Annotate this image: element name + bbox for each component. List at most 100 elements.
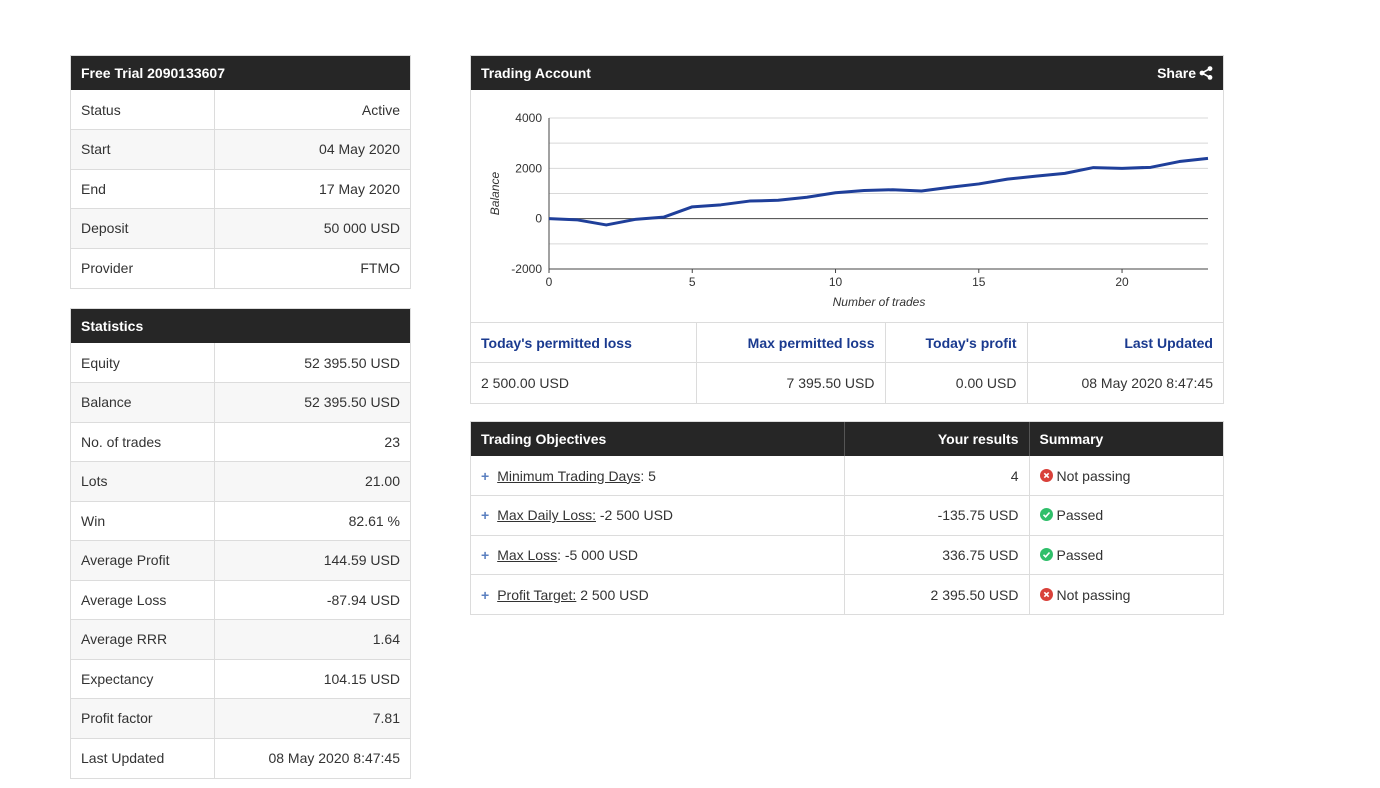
summary-text: Not passing	[1056, 586, 1131, 603]
account-value: 50 000 USD	[214, 208, 410, 248]
statistics-label: Average Loss	[71, 579, 215, 620]
account-label: End	[71, 168, 215, 209]
x-circle-icon	[1039, 587, 1053, 601]
metric-header: Today's profit	[885, 322, 1028, 363]
objective-separator: :	[640, 467, 645, 484]
objective-link[interactable]: Max Loss	[497, 546, 558, 563]
statistics-value: 52 395.50 USD	[214, 343, 410, 383]
statistics-value: 104.15 USD	[214, 658, 410, 699]
expand-icon[interactable]: +	[481, 507, 490, 524]
statistics-label: Average Profit	[71, 540, 215, 580]
objective-row: + Profit Target: 2 500 USD 2 395.50 USD Not…	[471, 574, 1223, 614]
statistics-row: Win 82.61 %	[71, 500, 410, 541]
metric-value: 08 May 2020 8:47:45	[1027, 362, 1223, 403]
statistics-row: Lots 21.00	[71, 461, 410, 501]
objective-summary: Passed	[1029, 495, 1223, 535]
account-row: Deposit 50 000 USD	[71, 208, 410, 248]
expand-icon[interactable]: +	[481, 586, 490, 603]
statistics-table: Equity 52 395.50 USD Balance 52 395.50 USD N…	[71, 343, 410, 778]
statistics-value: 82.61 %	[214, 500, 410, 541]
statistics-value: 7.81	[214, 698, 410, 738]
statistics-label: No. of trades	[71, 421, 215, 462]
balance-series-line	[548, 156, 1209, 227]
statistics-panel: Statistics Equity 52 395.50 USD Balance 52 …	[70, 308, 411, 779]
account-label: Deposit	[71, 208, 215, 248]
account-label: Provider	[71, 247, 215, 288]
metrics-table: Today's permitted loss Max permitted loss…	[471, 322, 1223, 403]
objective-cell: + Max Daily Loss: -2 500 USD	[471, 495, 845, 535]
objective-row: + Minimum Trading Days: 5 4 Not passing	[471, 456, 1223, 496]
statistics-row: Expectancy 104.15 USD	[71, 658, 410, 699]
statistics-label: Last Updated	[71, 737, 215, 778]
objectives-header: Trading Objectives	[471, 422, 845, 456]
statistics-value: 08 May 2020 8:47:45	[214, 737, 410, 778]
account-row: Provider FTMO	[71, 247, 410, 288]
summary-text: Not passing	[1056, 467, 1131, 484]
share-icon	[1199, 66, 1213, 80]
statistics-value: 21.00	[214, 461, 410, 501]
account-row: End 17 May 2020	[71, 168, 410, 209]
y-tick-label: 2000	[515, 161, 542, 175]
statistics-row: Average Profit 144.59 USD	[71, 540, 410, 580]
objectives-table: Trading Objectives Your results Summary …	[471, 422, 1223, 614]
statistics-label: Win	[71, 500, 215, 541]
account-value: 04 May 2020	[214, 129, 410, 169]
objective-row: + Max Loss: -5 000 USD 336.75 USD Passed	[471, 534, 1223, 575]
objective-target: -5 000 USD	[561, 546, 639, 563]
objective-separator: :	[557, 546, 561, 563]
y-tick-label: 4000	[515, 111, 542, 125]
objective-link[interactable]: Profit Target:	[497, 586, 577, 603]
statistics-row: Average RRR 1.64	[71, 619, 410, 659]
statistics-row: No. of trades 23	[71, 421, 410, 462]
statistics-label: Average RRR	[71, 619, 215, 659]
account-value: 17 May 2020	[214, 168, 410, 209]
objective-result: 2 395.50 USD	[844, 574, 1030, 614]
statistics-label: Equity	[71, 343, 215, 383]
statistics-label: Profit factor	[71, 698, 215, 738]
account-panel-title: Free Trial 2090133607	[71, 56, 410, 90]
summary-text: Passed	[1056, 507, 1104, 524]
statistics-label: Balance	[71, 382, 215, 422]
objective-link[interactable]: Minimum Trading Days	[497, 467, 641, 484]
trading-account-header: Trading Account Share	[471, 56, 1223, 90]
objective-cell: + Profit Target: 2 500 USD	[471, 574, 845, 614]
account-label: Start	[71, 129, 215, 169]
x-tick-label: 20	[1115, 275, 1129, 289]
balance-chart-svg: -2000 0 2000 4000 0 5 10 15 20 Number of trades Ba…	[488, 111, 1209, 309]
share-label: Share	[1157, 65, 1196, 81]
metric-header: Last Updated	[1027, 322, 1223, 363]
x-circle-icon	[1039, 468, 1053, 482]
objective-summary: Passed	[1029, 534, 1223, 575]
statistics-row: Profit factor 7.81	[71, 698, 410, 738]
check-circle-icon	[1039, 508, 1053, 522]
trading-account-panel: Trading Account Share -2000 0 2000 4000 0 5 10…	[470, 55, 1224, 404]
metric-value: 0.00 USD	[885, 362, 1028, 403]
account-table: Status Active Start 04 May 2020 End 17 May 20…	[71, 90, 410, 288]
objective-link[interactable]: Max Daily Loss:	[497, 507, 596, 524]
account-row: Start 04 May 2020	[71, 129, 410, 169]
objective-result: 4	[844, 456, 1030, 496]
account-value: Active	[214, 90, 410, 130]
expand-icon[interactable]: +	[481, 546, 490, 563]
statistics-label: Expectancy	[71, 658, 215, 699]
y-axis-title: Balance	[488, 171, 502, 215]
check-circle-icon	[1039, 547, 1053, 561]
x-tick-label: 15	[972, 275, 986, 289]
statistics-label: Lots	[71, 461, 215, 501]
objective-target: 5	[644, 467, 656, 484]
objective-row: + Max Daily Loss: -2 500 USD -135.75 USD Pa…	[471, 495, 1223, 535]
y-tick-label: -2000	[511, 262, 542, 276]
metric-value: 7 395.50 USD	[696, 362, 886, 403]
trading-account-title: Trading Account	[481, 65, 591, 81]
statistics-value: -87.94 USD	[214, 579, 410, 620]
expand-icon[interactable]: +	[481, 467, 490, 484]
y-tick-label: 0	[535, 212, 542, 226]
statistics-row: Balance 52 395.50 USD	[71, 382, 410, 422]
statistics-row: Average Loss -87.94 USD	[71, 579, 410, 620]
objective-cell: + Minimum Trading Days: 5	[471, 456, 845, 496]
summary-text: Passed	[1056, 546, 1104, 563]
share-button[interactable]: Share	[1157, 56, 1213, 90]
x-axis-title: Number of trades	[833, 295, 926, 309]
metric-header: Max permitted loss	[696, 322, 886, 363]
metric-value: 2 500.00 USD	[471, 362, 697, 403]
